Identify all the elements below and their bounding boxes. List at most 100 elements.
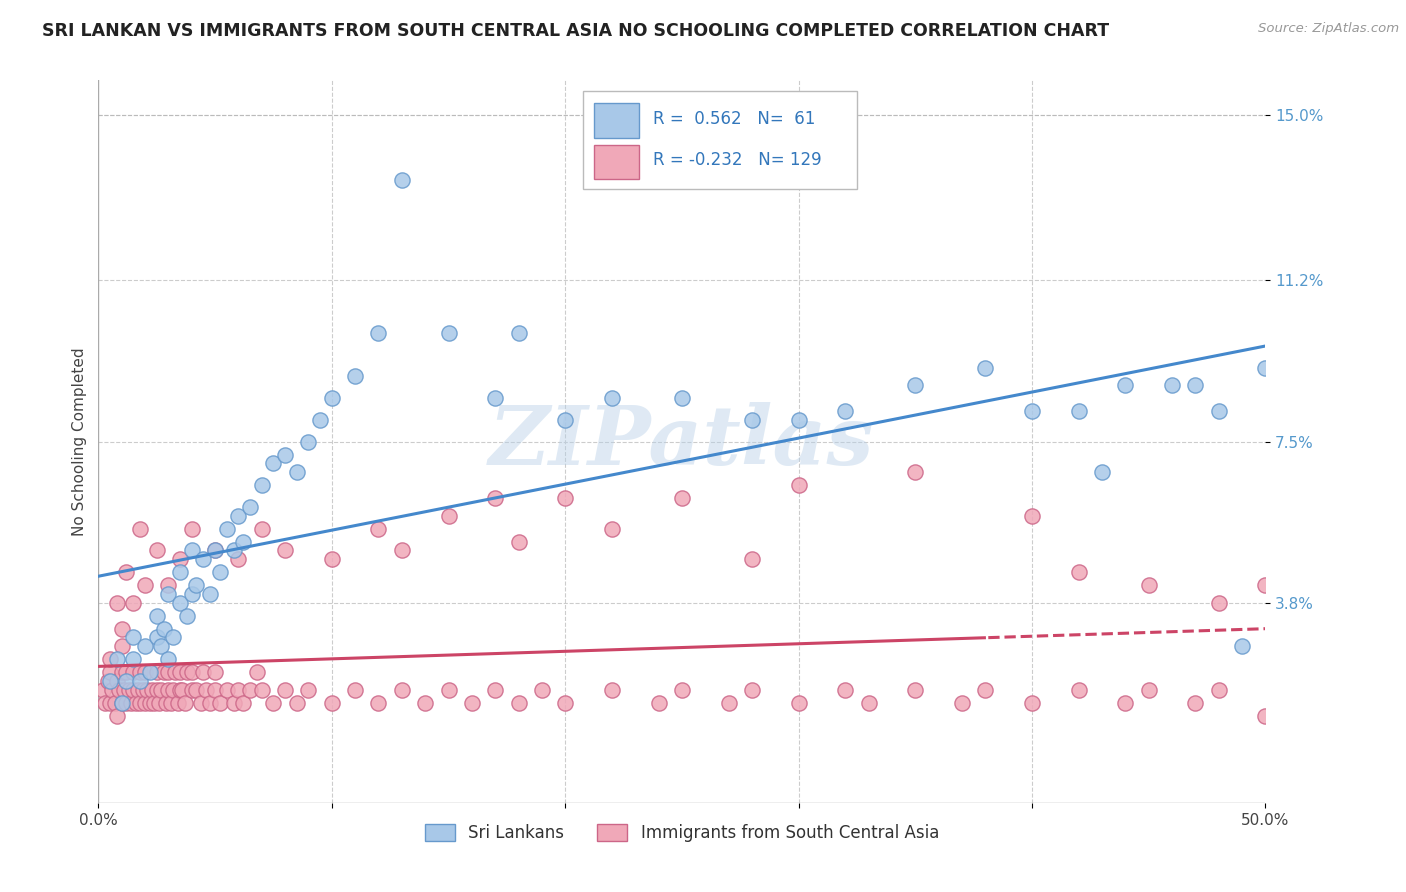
Point (122, 596, 145, 610)
Point (122, 631, 145, 645)
Point (1067, 565, 1090, 579)
Point (787, 478, 810, 492)
Point (215, 522, 238, 536)
Point (1208, 682, 1230, 697)
Point (157, 665, 180, 680)
Point (1091, 465, 1114, 479)
Point (309, 413, 332, 427)
Point (262, 696, 284, 710)
Point (1021, 404, 1043, 418)
Point (262, 456, 284, 470)
Point (508, 696, 530, 710)
Point (200, 696, 222, 710)
Point (600, 682, 623, 697)
FancyBboxPatch shape (582, 91, 856, 189)
Point (127, 682, 149, 697)
Point (111, 639, 134, 653)
Point (115, 696, 138, 710)
Point (98, 652, 121, 666)
Point (152, 622, 174, 636)
Point (101, 682, 124, 697)
Point (97, 673, 120, 688)
Point (111, 622, 134, 636)
Point (367, 696, 389, 710)
Point (1254, 708, 1277, 723)
Point (858, 696, 880, 710)
Point (150, 682, 173, 697)
Point (904, 682, 927, 697)
Point (157, 652, 180, 666)
Point (180, 665, 202, 680)
Point (176, 665, 198, 680)
Point (484, 682, 506, 697)
Point (193, 552, 215, 566)
Point (671, 682, 693, 697)
Point (974, 360, 997, 375)
Point (98, 673, 121, 688)
Point (139, 665, 162, 680)
Point (143, 696, 166, 710)
Point (118, 682, 141, 697)
Point (157, 682, 180, 697)
Point (321, 552, 343, 566)
Bar (595, 103, 638, 138)
Point (134, 696, 156, 710)
Point (904, 378, 927, 392)
Point (111, 696, 134, 710)
Point (169, 552, 191, 566)
Point (437, 508, 460, 523)
Legend: Sri Lankans, Immigrants from South Central Asia: Sri Lankans, Immigrants from South Centr… (418, 817, 946, 848)
Point (115, 565, 138, 579)
Point (321, 696, 343, 710)
Point (134, 665, 156, 680)
Point (741, 413, 763, 427)
Point (787, 413, 810, 427)
Point (200, 587, 222, 601)
Point (1137, 578, 1160, 592)
Point (228, 508, 250, 523)
Point (367, 522, 389, 536)
Text: ZIPatlas: ZIPatlas (489, 401, 875, 482)
Point (146, 543, 169, 558)
Point (484, 391, 506, 405)
Point (484, 491, 506, 505)
Point (111, 665, 134, 680)
Point (141, 682, 163, 697)
Point (391, 682, 413, 697)
Point (250, 478, 273, 492)
Point (134, 578, 156, 592)
Point (180, 682, 202, 697)
Point (98, 665, 121, 680)
Point (297, 434, 319, 449)
Point (112, 682, 135, 697)
Point (250, 522, 273, 536)
Point (98, 696, 121, 710)
Point (165, 665, 187, 680)
Point (180, 522, 202, 536)
Point (169, 665, 191, 680)
Point (274, 543, 297, 558)
Point (1184, 696, 1206, 710)
Point (129, 665, 152, 680)
Point (172, 682, 194, 697)
Point (508, 326, 530, 340)
Point (157, 578, 180, 592)
Point (508, 534, 530, 549)
Point (120, 696, 142, 710)
Point (108, 682, 131, 697)
Point (671, 491, 693, 505)
Point (208, 696, 231, 710)
Point (1067, 682, 1090, 697)
Point (391, 173, 413, 187)
Point (105, 673, 128, 688)
Point (1114, 378, 1136, 392)
Point (297, 682, 319, 697)
Point (122, 652, 145, 666)
Point (148, 696, 170, 710)
Point (232, 534, 254, 549)
Point (554, 491, 576, 505)
Point (129, 673, 152, 688)
Text: R =  0.562   N=  61: R = 0.562 N= 61 (652, 110, 815, 128)
Point (1208, 596, 1230, 610)
Point (1161, 378, 1184, 392)
